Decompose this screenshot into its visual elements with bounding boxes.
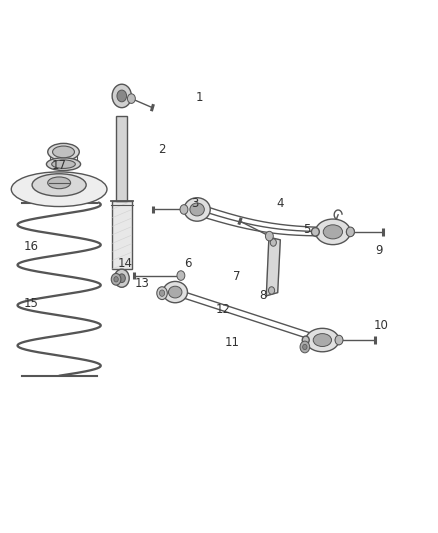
Circle shape (300, 341, 310, 353)
Text: 13: 13 (135, 277, 150, 290)
Circle shape (127, 94, 135, 103)
Ellipse shape (163, 281, 187, 303)
Ellipse shape (313, 334, 332, 346)
Ellipse shape (311, 228, 319, 236)
Circle shape (268, 287, 275, 294)
Text: 16: 16 (24, 240, 39, 253)
Ellipse shape (306, 328, 339, 352)
Text: 17: 17 (52, 159, 67, 172)
Circle shape (303, 344, 307, 350)
Polygon shape (266, 237, 280, 296)
Text: 10: 10 (374, 319, 389, 332)
Circle shape (177, 271, 185, 280)
Circle shape (335, 335, 343, 345)
Circle shape (111, 273, 121, 285)
Circle shape (159, 290, 165, 296)
Circle shape (157, 287, 167, 300)
Ellipse shape (302, 336, 309, 344)
Text: 9: 9 (375, 244, 383, 257)
Ellipse shape (169, 286, 182, 298)
Ellipse shape (323, 225, 343, 239)
Ellipse shape (48, 143, 79, 160)
Circle shape (346, 227, 354, 237)
Ellipse shape (48, 177, 71, 189)
Circle shape (117, 90, 127, 102)
Ellipse shape (32, 174, 86, 196)
Ellipse shape (184, 198, 210, 221)
Text: 6: 6 (184, 257, 192, 270)
Bar (306, 336, 339, 344)
Ellipse shape (315, 219, 350, 245)
Ellipse shape (336, 336, 343, 344)
Text: 2: 2 (158, 143, 166, 156)
Circle shape (270, 239, 276, 246)
Text: 7: 7 (233, 270, 240, 282)
Text: 15: 15 (24, 297, 39, 310)
Circle shape (180, 205, 188, 214)
Ellipse shape (46, 158, 81, 171)
Text: 11: 11 (225, 336, 240, 349)
Circle shape (114, 277, 118, 282)
Text: 12: 12 (216, 303, 231, 316)
Ellipse shape (11, 172, 107, 206)
Text: 14: 14 (117, 257, 132, 270)
Ellipse shape (52, 160, 75, 168)
Circle shape (265, 231, 273, 241)
Circle shape (112, 84, 131, 108)
Text: 8: 8 (259, 289, 266, 302)
Circle shape (114, 269, 129, 287)
Bar (112, 201, 132, 269)
Bar (315, 228, 350, 236)
Circle shape (118, 274, 125, 282)
Text: 3: 3 (191, 197, 198, 210)
Text: 1: 1 (195, 91, 203, 103)
Text: 5: 5 (303, 223, 310, 236)
Bar (116, 116, 127, 201)
Text: 4: 4 (276, 197, 284, 210)
Ellipse shape (53, 146, 74, 158)
Ellipse shape (190, 203, 204, 216)
Ellipse shape (346, 228, 354, 236)
